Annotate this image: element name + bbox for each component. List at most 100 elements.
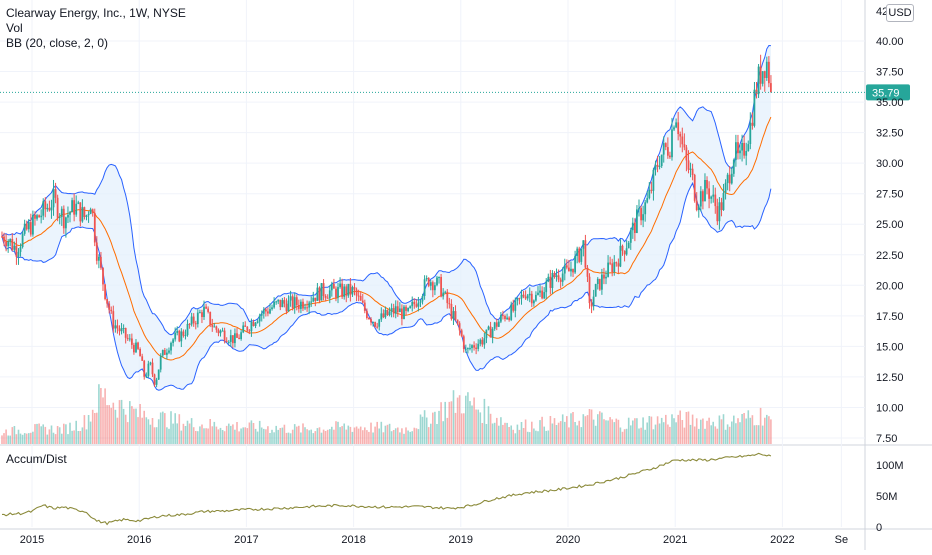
- volume-bar: [621, 431, 624, 444]
- candle-body: [634, 222, 636, 233]
- volume-bar: [184, 426, 187, 444]
- volume-bar: [559, 421, 562, 444]
- candle-body: [559, 279, 562, 282]
- volume-bar: [372, 432, 374, 444]
- volume-bar: [430, 423, 432, 444]
- candle-body: [467, 348, 469, 350]
- candle-body: [702, 191, 704, 202]
- candle-body: [244, 325, 247, 327]
- volume-bar: [735, 423, 737, 444]
- accum-dist-label[interactable]: Accum/Dist: [6, 452, 67, 466]
- volume-bar: [166, 427, 168, 444]
- candle-body: [207, 308, 209, 312]
- volume-bar: [413, 427, 416, 444]
- candle-body: [442, 292, 445, 297]
- candle-body: [87, 214, 90, 216]
- candle-body: [73, 200, 75, 215]
- candle-body: [227, 341, 230, 343]
- volume-bar: [741, 414, 743, 444]
- volume-bar: [21, 434, 24, 444]
- volume-bar: [407, 430, 409, 444]
- volume-bar: [23, 433, 26, 444]
- volume-bar: [543, 426, 545, 444]
- volume-bar: [102, 397, 104, 444]
- volume-bar: [498, 425, 500, 444]
- volume-bar: [506, 422, 508, 444]
- candle-body: [638, 208, 640, 210]
- legend-title[interactable]: Clearway Energy, Inc., 1W, NYSE: [6, 6, 186, 20]
- volume-bar: [458, 395, 461, 444]
- candle-body: [306, 307, 308, 309]
- candle-body: [419, 301, 422, 303]
- volume-bar: [180, 430, 183, 444]
- volume-bar: [747, 410, 750, 444]
- volume-bar: [764, 417, 766, 444]
- volume-bar: [38, 423, 40, 444]
- x-tick-label: 2017: [234, 534, 258, 546]
- candle-body: [52, 189, 55, 208]
- volume-bar: [658, 423, 661, 444]
- volume-bar: [349, 426, 352, 444]
- candle-body: [48, 207, 51, 211]
- candle-body: [56, 197, 59, 218]
- candle-body: [75, 203, 78, 215]
- volume-bar: [574, 422, 576, 444]
- volume-bar: [446, 417, 449, 444]
- volume-bar: [314, 431, 317, 444]
- volume-bar: [153, 427, 156, 444]
- volume-bar: [493, 422, 496, 444]
- candle-body: [627, 242, 630, 249]
- candle-body: [677, 122, 680, 134]
- volume-bar: [698, 428, 700, 444]
- volume-bar: [287, 432, 290, 444]
- candle-body: [194, 323, 197, 325]
- volume-bar: [182, 423, 185, 444]
- volume-bar: [607, 420, 609, 444]
- candle-body: [508, 317, 510, 320]
- volume-bar: [242, 427, 244, 444]
- volume-bar: [98, 384, 100, 444]
- candle-body: [252, 321, 255, 326]
- candle-body: [361, 300, 364, 303]
- candle-body: [621, 245, 624, 251]
- volume-bar: [766, 414, 768, 444]
- volume-bar: [215, 426, 218, 444]
- volume-bar: [236, 422, 238, 444]
- volume-bar: [481, 423, 484, 444]
- volume-bar: [496, 417, 498, 444]
- volume-bar: [564, 421, 566, 444]
- volume-bar: [609, 417, 611, 444]
- volume-bar: [460, 413, 463, 444]
- currency-badge[interactable]: USD: [886, 4, 914, 22]
- candle-body: [735, 142, 737, 160]
- volume-bar: [652, 429, 655, 444]
- volume-bar: [129, 401, 131, 444]
- candle-body: [363, 302, 366, 311]
- candle-body: [683, 144, 686, 148]
- volume-bar: [283, 424, 286, 444]
- candle-body: [368, 318, 370, 319]
- volume-bar: [605, 420, 607, 444]
- candle-body: [642, 214, 644, 221]
- bb-fill: [2, 45, 771, 391]
- volume-bar: [526, 431, 529, 444]
- legend-vol[interactable]: Vol: [6, 21, 23, 35]
- volume-bar: [625, 428, 628, 444]
- candle-body: [660, 154, 663, 166]
- candle-body: [510, 304, 513, 320]
- candle-body: [444, 291, 447, 293]
- candle-body: [279, 299, 282, 308]
- volume-bar: [706, 420, 708, 444]
- volume-bar: [700, 419, 702, 444]
- volume-bar: [627, 417, 630, 444]
- volume-bar: [714, 426, 717, 444]
- volume-bar: [384, 425, 387, 444]
- volume-bar: [374, 426, 376, 444]
- volume-bar: [667, 424, 669, 444]
- candle-body: [753, 89, 756, 126]
- volume-bar: [126, 422, 129, 444]
- legend-bb[interactable]: BB (20, close, 2, 0): [6, 36, 109, 50]
- candle-body: [137, 342, 139, 349]
